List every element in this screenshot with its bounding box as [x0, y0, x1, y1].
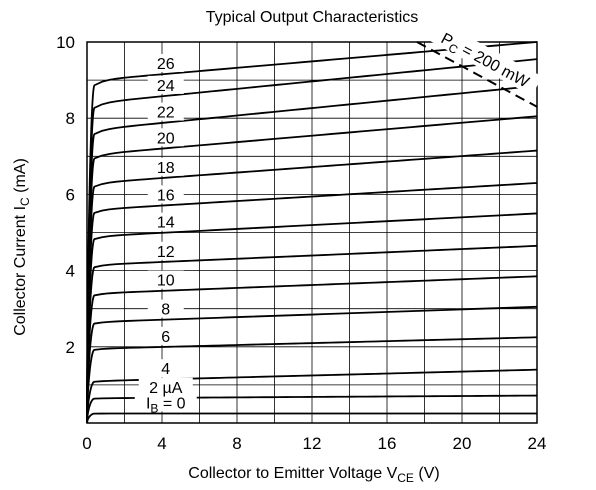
curve-ib-0 [86, 412, 537, 424]
y-tick-labels: 2 4 6 8 10 [56, 33, 75, 357]
x-tick-label: 12 [303, 434, 322, 453]
curve-label-ib-0: IB = 0 [146, 395, 186, 415]
curve-ib-10 [86, 275, 538, 424]
y-axis-label-unit: (mA) [12, 158, 29, 197]
y-axis-label: Collector Current IC (mA) [12, 158, 32, 336]
curve-ib-14 [86, 212, 538, 424]
curve-label-ib-2: 2 µA [149, 380, 183, 397]
x-axis-label-unit: (V) [414, 465, 440, 482]
y-tick-label: 6 [66, 185, 75, 204]
curve-label-bg [147, 326, 184, 345]
curve-ib-26 [86, 41, 538, 424]
curve-label-ib-24: 24 [157, 78, 175, 95]
curve-label-ib-26: 26 [157, 56, 175, 73]
curve-label-ib-10: 10 [157, 273, 175, 290]
x-tick-label: 0 [82, 434, 91, 453]
curve-label-bg [147, 157, 184, 176]
y-tick-label: 4 [66, 262, 75, 281]
x-tick-label: 4 [157, 434, 166, 453]
curve-ib-18 [86, 149, 538, 424]
curve-label-bg [134, 393, 197, 412]
curve-ib-12 [86, 244, 538, 424]
pc-label-bg [429, 21, 543, 96]
curve-ib-22 [86, 84, 538, 424]
curve-ib-8 [86, 305, 538, 424]
curve-label-bg [147, 212, 184, 231]
y-axis-label-main: Collector Current I [12, 206, 29, 336]
plot-frame [86, 41, 538, 424]
curve-label-ib-12: 12 [157, 244, 175, 261]
y-axis-label-sub: C [18, 197, 32, 206]
curve-label-ib-22: 22 [157, 105, 175, 122]
chart-title: Typical Output Characteristics [206, 9, 419, 26]
curve-label-ib-8: 8 [161, 302, 170, 319]
curve-label-ib-14: 14 [157, 215, 175, 232]
curve-label-bg [147, 102, 184, 121]
curve-label-ib-18: 18 [157, 160, 175, 177]
x-tick-labels: 0 4 8 12 16 20 24 [82, 434, 546, 453]
curve-ib-6 [86, 336, 538, 424]
x-tick-label: 8 [232, 434, 241, 453]
x-axis-label: Collector to Emitter Voltage VCE (V) [188, 465, 439, 485]
curve-ib-24 [86, 58, 538, 424]
curve-label-ib-20: 20 [157, 130, 175, 147]
curve-ib-4 [86, 368, 538, 424]
curve-label-bg [147, 185, 184, 204]
x-tick-label: 20 [453, 434, 472, 453]
curve-ib-20 [86, 115, 538, 424]
curve-label-bg [147, 128, 184, 147]
curve-label-bg [147, 75, 184, 94]
curves [86, 41, 538, 424]
curve-label-ib-6: 6 [161, 329, 170, 346]
x-tick-label: 24 [528, 434, 547, 453]
pc-limit-line [416, 41, 538, 108]
x-axis-label-main: Collector to Emitter Voltage V [188, 465, 397, 482]
power-dissipation-limit: PC = 200 mW [416, 21, 543, 108]
x-tick-label: 16 [378, 434, 397, 453]
curve-label-ib-16: 16 [157, 187, 175, 204]
y-tick-label: 10 [56, 33, 75, 52]
curve-label-bg [147, 53, 184, 72]
curve-label-bg [147, 241, 184, 260]
curve-label-bg [147, 299, 184, 318]
curve-label-bg [138, 377, 193, 396]
y-tick-label: 2 [66, 338, 75, 357]
y-tick-label: 8 [66, 109, 75, 128]
pc-label: PC = 200 mW [437, 30, 533, 94]
curve-label-ib-4: 4 [161, 361, 170, 378]
curve-labels: IB = 02 µA 4 6 8 10 12 14 16 18 20 22 24 26 [134, 53, 197, 415]
curve-label-bg [147, 359, 184, 378]
curve-ib-2 [86, 394, 538, 424]
curve-label-bg [147, 270, 184, 289]
curve-ib-16 [86, 182, 538, 424]
x-axis-label-sub: CE [397, 471, 414, 485]
